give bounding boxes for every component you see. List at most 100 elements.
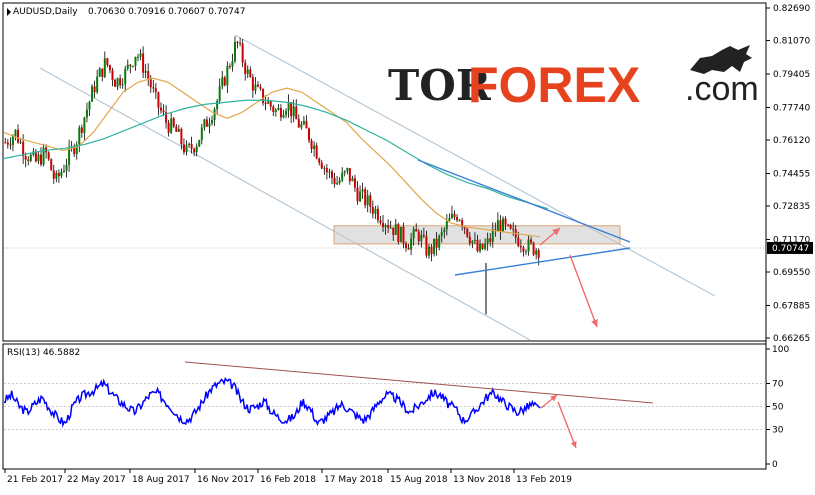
candle-body bbox=[499, 220, 502, 233]
candle-body bbox=[9, 144, 12, 146]
candle-body bbox=[376, 208, 379, 221]
candle-body bbox=[34, 151, 37, 162]
candle-body bbox=[27, 159, 30, 161]
candle-body bbox=[208, 123, 211, 127]
candle-body bbox=[315, 145, 318, 159]
date-tick-label: 16 Feb 2018 bbox=[260, 475, 316, 485]
candle-body bbox=[351, 178, 354, 182]
rsi-arrow-up-head bbox=[550, 395, 557, 402]
candle-body bbox=[364, 189, 367, 206]
candle-body bbox=[425, 236, 428, 256]
rsi-title: RSI(13) 46.5882 bbox=[7, 348, 80, 358]
candle-body bbox=[190, 143, 193, 149]
candle-body bbox=[193, 148, 196, 153]
candle-body bbox=[310, 140, 313, 150]
candle-body bbox=[484, 243, 487, 249]
rsi-trendline bbox=[184, 361, 654, 404]
candle-body bbox=[328, 171, 331, 173]
candle-body bbox=[374, 208, 377, 214]
candle-body bbox=[231, 61, 234, 67]
candle-body bbox=[106, 58, 109, 66]
candle-body bbox=[486, 238, 489, 244]
brand-part3: .com bbox=[685, 70, 759, 108]
rsi-tick-label: 100 bbox=[772, 345, 789, 355]
trendline-upper bbox=[417, 159, 631, 243]
candle-body bbox=[394, 224, 397, 235]
candle-body bbox=[180, 128, 183, 145]
candle-body bbox=[300, 124, 303, 128]
candle-body bbox=[52, 170, 55, 179]
candle-body bbox=[50, 159, 53, 171]
candle-body bbox=[211, 119, 214, 124]
rsi-tick-label: 70 bbox=[772, 380, 784, 390]
rsi-arrow-down-head bbox=[570, 441, 577, 448]
price-tick-label: 0.76120 bbox=[773, 136, 810, 146]
candle-body bbox=[496, 220, 499, 231]
candle-body bbox=[323, 168, 326, 170]
candle-body bbox=[139, 53, 142, 57]
arrow-down-head bbox=[591, 319, 598, 327]
price-pane-frame bbox=[2, 2, 767, 342]
date-tick-label: 17 May 2018 bbox=[324, 475, 383, 485]
candle-body bbox=[200, 127, 203, 140]
channel-lower-line bbox=[39, 67, 531, 341]
candle-body bbox=[338, 180, 341, 183]
candle-body bbox=[244, 62, 247, 74]
candle-body bbox=[6, 142, 9, 145]
candle-body bbox=[456, 216, 459, 221]
candle-body bbox=[382, 222, 385, 228]
candle-body bbox=[93, 86, 96, 93]
candle-body bbox=[285, 110, 288, 115]
candle-body bbox=[228, 66, 231, 68]
candle-body bbox=[330, 171, 333, 178]
date-tick-label: 13 Feb 2019 bbox=[516, 475, 572, 485]
candle-body bbox=[517, 237, 520, 246]
candle-body bbox=[318, 158, 321, 163]
price-tick-label: 0.72835 bbox=[773, 202, 810, 212]
candle-body bbox=[438, 235, 441, 248]
candle-body bbox=[448, 218, 451, 221]
candle-body bbox=[223, 77, 226, 86]
candle-body bbox=[203, 119, 206, 128]
candle-body bbox=[111, 70, 114, 80]
candle-body bbox=[417, 231, 420, 242]
candle-body bbox=[254, 84, 257, 91]
candle-body bbox=[188, 143, 191, 146]
candle-body bbox=[182, 144, 185, 153]
candle-body bbox=[40, 154, 43, 165]
candle-body bbox=[149, 78, 152, 88]
brand-logo: TOR FOREX .com bbox=[388, 45, 759, 113]
brand-part2: FOREX bbox=[468, 57, 640, 113]
candle-body bbox=[251, 77, 254, 91]
candle-body bbox=[481, 243, 484, 249]
candle-body bbox=[277, 108, 280, 110]
candle-body bbox=[407, 247, 410, 250]
candle-body bbox=[297, 119, 300, 128]
candle-body bbox=[137, 56, 139, 58]
axis-layer: 0.82690 0.81070 0.79405 0.77740 0.76120 0.744… bbox=[4, 4, 813, 485]
candle-body bbox=[233, 42, 236, 62]
candle-body bbox=[410, 238, 413, 250]
candle-body bbox=[302, 120, 305, 125]
candle-body bbox=[165, 112, 168, 123]
date-tick-label: 21 Feb 2017 bbox=[7, 475, 63, 485]
brand-part1: TOR bbox=[388, 61, 492, 110]
candle-body bbox=[246, 69, 249, 74]
triangle-icon bbox=[7, 8, 11, 16]
candle-body bbox=[333, 177, 336, 185]
candle-body bbox=[440, 231, 443, 236]
candle-body bbox=[356, 187, 359, 202]
candle-body bbox=[57, 172, 60, 177]
candle-body bbox=[134, 56, 137, 66]
candle-body bbox=[313, 145, 316, 150]
date-tick-label: 15 Aug 2018 bbox=[390, 475, 448, 485]
price-tick-label: 0.79405 bbox=[773, 70, 810, 80]
candle-body bbox=[152, 87, 155, 89]
candle-body bbox=[353, 178, 356, 188]
price-tick-label: 0.66265 bbox=[773, 334, 810, 344]
candle-body bbox=[124, 68, 127, 85]
date-tick-label: 22 May 2017 bbox=[67, 475, 126, 485]
candle-body bbox=[532, 242, 535, 255]
candle-body bbox=[458, 220, 461, 222]
